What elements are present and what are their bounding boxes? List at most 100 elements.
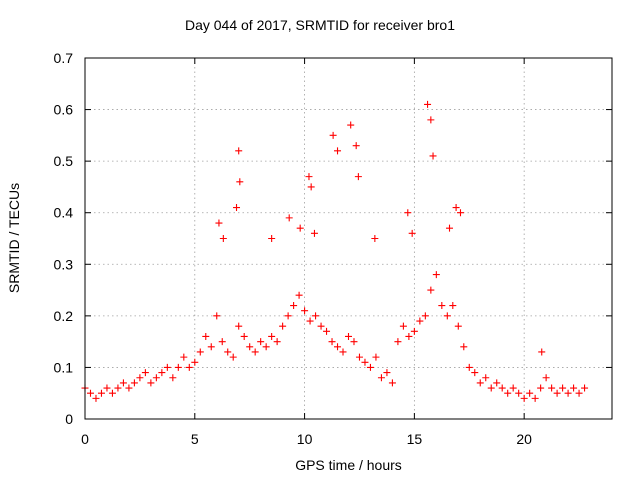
data-point bbox=[531, 394, 539, 402]
data-point bbox=[504, 389, 512, 397]
data-point bbox=[334, 343, 342, 351]
data-point bbox=[538, 348, 546, 356]
data-point bbox=[108, 389, 116, 397]
data-point bbox=[334, 147, 342, 155]
data-point bbox=[452, 204, 460, 212]
data-point bbox=[449, 302, 457, 310]
data-point bbox=[235, 322, 243, 330]
data-point bbox=[295, 291, 303, 299]
chart-title: Day 044 of 2017, SRMTID for receiver bro… bbox=[184, 17, 455, 33]
data-point bbox=[564, 389, 572, 397]
data-point bbox=[427, 116, 435, 124]
data-point bbox=[257, 338, 265, 346]
x-tick-label: 10 bbox=[297, 431, 313, 447]
data-point bbox=[443, 312, 451, 320]
data-point bbox=[196, 348, 204, 356]
data-point bbox=[119, 379, 127, 387]
data-point bbox=[399, 322, 407, 330]
data-point bbox=[429, 152, 437, 160]
data-points bbox=[81, 100, 589, 402]
y-tick-label: 0.1 bbox=[54, 359, 74, 375]
data-point bbox=[219, 235, 227, 242]
data-point bbox=[158, 369, 166, 377]
data-point bbox=[147, 379, 155, 387]
data-point bbox=[465, 363, 473, 371]
data-point bbox=[493, 379, 501, 387]
data-point bbox=[125, 384, 133, 392]
data-point bbox=[169, 374, 177, 382]
data-point bbox=[482, 374, 490, 382]
data-point bbox=[394, 338, 402, 346]
data-point bbox=[553, 389, 561, 397]
data-point bbox=[296, 224, 304, 232]
data-point bbox=[581, 384, 589, 392]
data-point bbox=[218, 338, 226, 346]
data-point bbox=[174, 363, 182, 371]
data-point bbox=[416, 317, 424, 325]
data-point bbox=[371, 235, 379, 242]
data-point bbox=[456, 209, 464, 217]
data-point bbox=[240, 332, 248, 340]
data-point bbox=[328, 338, 336, 346]
data-point bbox=[476, 379, 484, 387]
x-tick-label: 5 bbox=[191, 431, 199, 447]
data-point bbox=[285, 214, 293, 222]
data-point bbox=[236, 178, 244, 186]
data-point bbox=[366, 363, 374, 371]
x-tick-label: 15 bbox=[407, 431, 423, 447]
data-point bbox=[233, 204, 241, 212]
data-point bbox=[215, 219, 223, 227]
data-point bbox=[301, 307, 309, 315]
data-point bbox=[460, 343, 468, 351]
y-tick-label: 0.7 bbox=[54, 50, 74, 66]
data-point bbox=[130, 379, 138, 387]
data-point bbox=[180, 353, 188, 361]
data-point bbox=[354, 173, 362, 181]
data-point bbox=[377, 374, 385, 382]
data-point bbox=[471, 369, 479, 377]
data-point bbox=[103, 384, 111, 392]
data-point bbox=[405, 332, 413, 340]
data-point bbox=[92, 394, 100, 402]
data-point bbox=[526, 389, 534, 397]
data-point bbox=[152, 374, 160, 382]
data-point bbox=[246, 343, 254, 351]
data-point bbox=[404, 209, 412, 217]
data-point bbox=[213, 312, 221, 320]
data-point bbox=[352, 142, 360, 150]
data-point bbox=[306, 317, 314, 325]
data-point bbox=[290, 302, 298, 310]
y-tick-label: 0.6 bbox=[54, 102, 74, 118]
data-point bbox=[432, 271, 440, 279]
data-point bbox=[347, 121, 355, 129]
x-tick-label: 0 bbox=[81, 431, 89, 447]
data-point bbox=[97, 389, 105, 397]
data-point bbox=[191, 358, 199, 366]
data-point bbox=[509, 384, 517, 392]
data-point bbox=[307, 183, 315, 191]
data-point bbox=[224, 348, 232, 356]
data-point bbox=[251, 348, 259, 356]
data-point bbox=[141, 369, 149, 377]
y-tick-label: 0.5 bbox=[54, 153, 74, 169]
data-point bbox=[570, 384, 578, 392]
y-tick-label: 0 bbox=[65, 411, 73, 427]
data-point bbox=[388, 379, 396, 387]
data-point bbox=[305, 173, 313, 181]
data-point bbox=[268, 332, 276, 340]
data-point bbox=[329, 131, 337, 139]
data-point bbox=[427, 286, 435, 294]
y-axis-ticks: 0 0.1 0.2 0.3 0.4 0.5 0.6 0.7 bbox=[54, 50, 612, 427]
data-point bbox=[312, 312, 320, 320]
data-point bbox=[339, 348, 347, 356]
data-point bbox=[408, 229, 416, 237]
data-point bbox=[383, 369, 391, 377]
data-point bbox=[279, 322, 287, 330]
data-point bbox=[163, 363, 171, 371]
data-point bbox=[345, 332, 352, 340]
data-point bbox=[548, 384, 556, 392]
data-point bbox=[114, 384, 122, 392]
data-point bbox=[372, 353, 380, 361]
data-point bbox=[537, 384, 545, 392]
